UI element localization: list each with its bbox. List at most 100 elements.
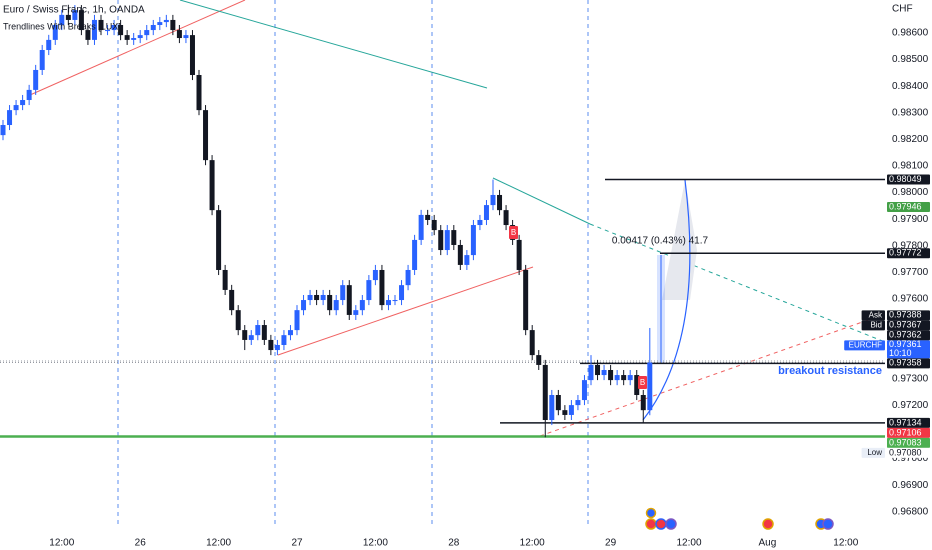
events [645, 507, 834, 530]
candle-body [157, 22, 163, 26]
x-tick-label: 12:00 [676, 538, 701, 549]
candle-body [568, 405, 574, 415]
price-label-box [887, 447, 930, 458]
candle-body [307, 294, 313, 301]
candle-body [333, 300, 339, 311]
candle-body [503, 210, 509, 226]
candle-body [78, 10, 84, 31]
price-label: 0.97388 [889, 310, 922, 320]
event-icon [645, 518, 657, 530]
candle-body [137, 35, 143, 39]
indicator-name: Trendlines With Breaks [LUX] [3, 21, 121, 31]
candle-body [490, 194, 496, 206]
candle-body [372, 269, 378, 281]
price-tag: EURCHF [849, 340, 882, 349]
price-label-box [887, 174, 930, 185]
x-tick-label: 12:00 [206, 538, 231, 549]
price-label-box [887, 310, 930, 321]
candle-body [261, 325, 267, 340]
y-tick-label: 0.98500 [892, 54, 929, 65]
event-icon [822, 518, 834, 530]
candle-body [39, 50, 45, 70]
y-tick-label: 0.96900 [892, 480, 929, 491]
price-label: 0.97361 [889, 339, 922, 349]
candle-body [131, 38, 137, 40]
chart-title: Euro / Swiss Franc, 1h, OANDA [3, 5, 145, 16]
y-tick-label: 0.97200 [892, 400, 929, 411]
candle-body [457, 244, 463, 265]
projection-curve [642, 179, 691, 421]
price-tag: Low [867, 448, 882, 457]
candle-body [581, 380, 587, 401]
candle-body [425, 214, 431, 220]
break-marker-label: B [511, 228, 516, 237]
candle-body [608, 369, 614, 381]
x-tick-label: 27 [291, 538, 303, 549]
candle-body [438, 230, 444, 251]
candle-body [0, 125, 6, 136]
price-label: 0.97362 [889, 330, 922, 340]
candle-body [229, 289, 235, 311]
candle-body [144, 30, 150, 36]
candle-body [412, 239, 418, 270]
measure-label: 0.00417 (0.43%) 41.7 [612, 236, 709, 247]
candle-body [176, 30, 182, 39]
price-label-box [887, 330, 930, 341]
price-label-box [887, 358, 930, 369]
candle-body [301, 300, 307, 311]
candle-body [85, 30, 91, 40]
y-tick-label: 0.97900 [892, 214, 929, 225]
candle-body [7, 110, 13, 126]
currency: CHF [892, 4, 913, 15]
candle-body [314, 294, 320, 301]
candle-body [477, 219, 483, 226]
x-tick-label: 12:00 [363, 538, 388, 549]
candle-body [13, 105, 19, 111]
candle-body [183, 35, 189, 39]
axes: 0.98600 0.98500 0.98400 0.98300 0.98200 0.981… [49, 28, 928, 549]
candle-body [418, 214, 424, 240]
levels [0, 178, 885, 438]
candle-body [294, 310, 300, 331]
price-label-box [887, 201, 930, 212]
price-label-box [887, 437, 930, 448]
candles [0, 4, 653, 438]
resistance-label: breakout resistance [778, 365, 882, 377]
price-label: 0.97946 [889, 201, 922, 211]
candle-body [255, 325, 261, 336]
y-tick-label: 0.97600 [892, 294, 929, 305]
price-tag: Bid [870, 320, 882, 329]
price-label: 0.97106 [889, 427, 922, 437]
candle-body [516, 239, 522, 270]
price-label: 0.97367 [889, 320, 922, 330]
candle-body [601, 369, 607, 376]
candle-body [647, 362, 653, 411]
candle-body [392, 300, 398, 302]
candle-body [405, 269, 411, 286]
price-tag: Ask [869, 310, 883, 319]
price-label: 0.97772 [889, 248, 922, 258]
candle-body [163, 19, 169, 23]
candle-body [359, 300, 365, 311]
x-tick-label: 29 [605, 538, 617, 549]
candle-body [196, 75, 202, 111]
candle-body [353, 310, 359, 315]
trendline-resistance [179, 0, 488, 89]
candle-body [91, 19, 97, 40]
y-tick-label: 0.96800 [892, 506, 929, 517]
trendline-resistance [492, 177, 591, 225]
break-marker [509, 226, 518, 239]
candle-body [46, 39, 52, 51]
candle-body [203, 110, 209, 161]
candle-body [72, 10, 78, 20]
trendline-projection [539, 313, 886, 437]
candle-body [52, 25, 58, 40]
candle-body [595, 364, 601, 376]
candle-body [235, 310, 241, 331]
event-icon [762, 518, 774, 530]
trendline-support [29, 0, 246, 96]
x-tick-label: 12:00 [520, 538, 545, 549]
price-tag-box [861, 310, 885, 321]
